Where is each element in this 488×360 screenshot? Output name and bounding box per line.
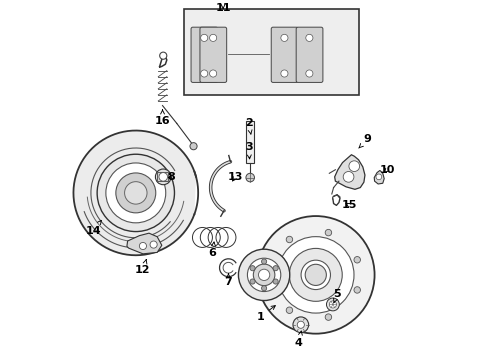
- Circle shape: [272, 279, 278, 284]
- Circle shape: [249, 279, 255, 284]
- Circle shape: [189, 143, 197, 150]
- Circle shape: [301, 260, 330, 289]
- Circle shape: [305, 70, 312, 77]
- Bar: [246, 121, 254, 163]
- Polygon shape: [126, 233, 162, 254]
- Text: 3: 3: [244, 141, 252, 159]
- Text: 13: 13: [227, 172, 243, 182]
- Circle shape: [160, 52, 166, 59]
- Circle shape: [155, 169, 171, 185]
- Text: 6: 6: [208, 242, 216, 258]
- Circle shape: [325, 314, 331, 320]
- Text: 8: 8: [167, 172, 175, 182]
- Circle shape: [261, 259, 266, 264]
- Circle shape: [139, 242, 146, 249]
- Circle shape: [200, 34, 207, 41]
- Circle shape: [292, 317, 308, 333]
- Circle shape: [326, 298, 339, 311]
- Circle shape: [289, 248, 342, 301]
- Polygon shape: [334, 155, 364, 189]
- Bar: [157, 172, 167, 181]
- Polygon shape: [73, 131, 196, 255]
- Circle shape: [261, 285, 266, 291]
- Circle shape: [268, 272, 274, 278]
- Circle shape: [277, 237, 353, 313]
- Circle shape: [150, 241, 157, 248]
- Circle shape: [272, 266, 278, 271]
- Text: 14: 14: [85, 220, 101, 236]
- Circle shape: [353, 257, 360, 263]
- Circle shape: [325, 229, 331, 236]
- Circle shape: [209, 34, 216, 41]
- Text: 15: 15: [341, 201, 357, 210]
- Circle shape: [297, 321, 304, 328]
- Circle shape: [305, 264, 325, 285]
- Circle shape: [209, 70, 216, 77]
- Bar: [183, 9, 358, 95]
- Circle shape: [257, 216, 374, 334]
- Circle shape: [280, 70, 287, 77]
- Text: 16: 16: [154, 110, 170, 126]
- Circle shape: [348, 161, 359, 171]
- Circle shape: [238, 249, 289, 301]
- FancyBboxPatch shape: [296, 27, 322, 82]
- Text: 9: 9: [358, 134, 370, 148]
- Circle shape: [253, 264, 274, 285]
- Circle shape: [343, 171, 353, 182]
- Text: 1: 1: [256, 306, 275, 321]
- Circle shape: [105, 163, 165, 223]
- Circle shape: [285, 307, 292, 314]
- Circle shape: [124, 182, 147, 204]
- Text: 7: 7: [224, 274, 232, 287]
- Circle shape: [375, 174, 381, 180]
- FancyBboxPatch shape: [271, 27, 297, 82]
- Circle shape: [258, 269, 269, 280]
- Polygon shape: [373, 170, 384, 184]
- Circle shape: [353, 287, 360, 293]
- Text: 12: 12: [135, 260, 150, 275]
- FancyBboxPatch shape: [200, 27, 226, 82]
- Circle shape: [97, 154, 174, 231]
- Circle shape: [200, 70, 207, 77]
- Circle shape: [328, 301, 336, 308]
- Circle shape: [285, 236, 292, 243]
- Circle shape: [247, 258, 280, 292]
- Circle shape: [159, 172, 167, 181]
- Circle shape: [305, 34, 312, 41]
- Text: 2: 2: [244, 118, 252, 134]
- Circle shape: [245, 173, 254, 182]
- Circle shape: [116, 173, 156, 213]
- Circle shape: [249, 266, 255, 271]
- Text: 11: 11: [215, 3, 230, 13]
- Text: 4: 4: [294, 331, 302, 347]
- Text: 10: 10: [379, 165, 394, 175]
- FancyBboxPatch shape: [191, 27, 217, 82]
- Circle shape: [280, 34, 287, 41]
- Text: 5: 5: [333, 289, 340, 303]
